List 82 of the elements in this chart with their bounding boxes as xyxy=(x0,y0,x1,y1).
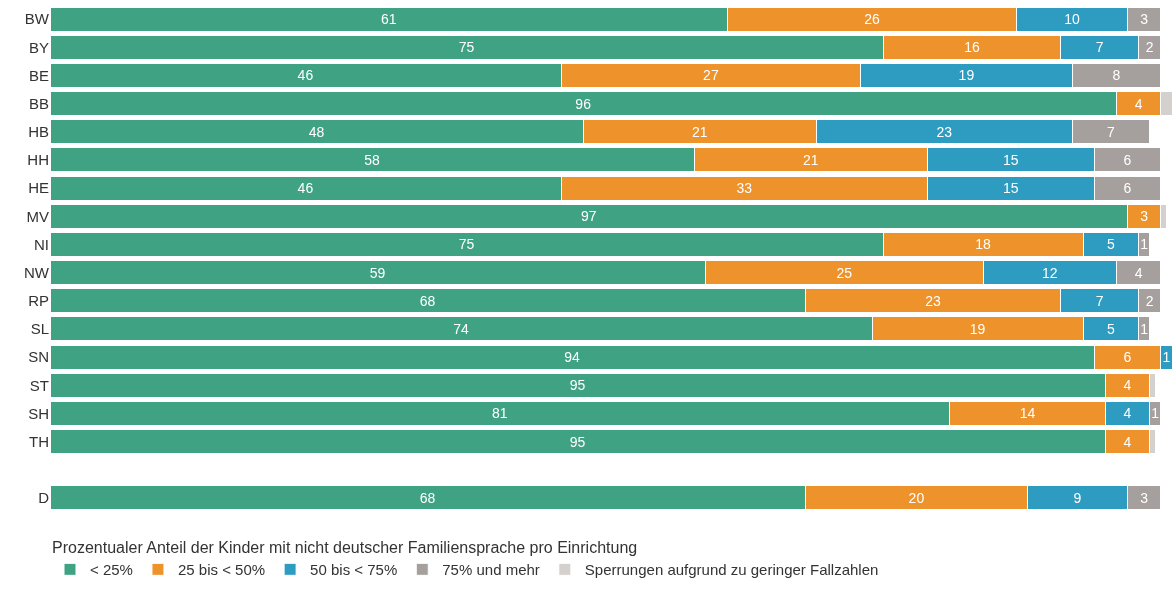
data-label: 6 xyxy=(1123,180,1132,197)
data-label: 8 xyxy=(1112,67,1121,84)
data-label: 4 xyxy=(1134,95,1143,112)
y-tick-label: BE xyxy=(28,66,49,84)
data-label: 15 xyxy=(1003,151,1019,168)
data-label: 6 xyxy=(1123,349,1132,366)
data-label: 4 xyxy=(1123,405,1132,422)
data-label: 9 xyxy=(1073,489,1082,506)
data-label: 21 xyxy=(803,151,819,168)
y-tick-label: BW xyxy=(24,10,50,28)
y-tick-label: HB xyxy=(28,123,49,140)
data-label: 2 xyxy=(1145,39,1154,56)
data-label: 96 xyxy=(575,95,592,112)
data-label: 81 xyxy=(492,405,508,422)
data-label: 1 xyxy=(1151,405,1160,422)
y-tick-label: NI xyxy=(34,235,49,253)
data-label: 46 xyxy=(297,180,314,197)
data-label: 74 xyxy=(453,320,469,337)
data-label: 75 xyxy=(458,39,475,56)
data-label: 3 xyxy=(1140,11,1149,28)
data-label: 3 xyxy=(1140,208,1149,225)
data-label: 5 xyxy=(1106,320,1115,337)
data-label: 7 xyxy=(1095,39,1104,56)
data-label: 59 xyxy=(369,264,386,281)
data-label: 14 xyxy=(1019,405,1036,422)
data-label: 4 xyxy=(1123,433,1132,450)
data-label: 16 xyxy=(964,39,980,56)
legend-title: Prozentualer Anteil der Kinder mit nicht deutscher Familiensprache pro Einrichtung xyxy=(52,539,638,557)
data-label: 23 xyxy=(925,292,942,309)
y-tick-label: BB xyxy=(28,94,49,112)
data-label: 68 xyxy=(419,489,436,506)
data-label: 1 xyxy=(1162,349,1171,366)
data-label: 1 xyxy=(1140,320,1149,337)
y-tick-label: HH xyxy=(27,151,49,169)
y-tick-label: RP xyxy=(28,292,49,309)
data-label: 61 xyxy=(380,11,397,28)
y-tick-label: SH xyxy=(28,404,49,422)
legend-label: 75% und mehr xyxy=(442,561,540,579)
data-label: 2 xyxy=(1145,292,1154,309)
y-tick-label: MV xyxy=(26,207,49,225)
data-label: 27 xyxy=(703,67,719,84)
legend-label: 25 bis < 50% xyxy=(177,561,266,579)
data-label: 95 xyxy=(569,377,586,394)
data-label: 23 xyxy=(936,123,953,140)
data-label: 19 xyxy=(969,320,986,337)
data-label: 21 xyxy=(691,123,708,140)
data-label: 75 xyxy=(458,236,475,253)
data-label: 4 xyxy=(1123,377,1132,394)
y-tick-label: SN xyxy=(28,348,49,366)
data-label: 1 xyxy=(1140,236,1149,253)
data-label: 15 xyxy=(1003,180,1019,197)
legend-label: < 25% xyxy=(90,561,133,579)
data-label: 18 xyxy=(975,236,992,253)
data-label: 4 xyxy=(1134,264,1143,281)
data-label: 7 xyxy=(1106,123,1115,140)
data-label: 5 xyxy=(1106,236,1115,253)
data-label: 19 xyxy=(958,67,975,84)
data-label: 97 xyxy=(580,208,597,225)
data-label: 20 xyxy=(908,489,925,506)
y-tick-label: ST xyxy=(29,376,49,394)
data-label: 33 xyxy=(736,180,753,197)
data-label: 12 xyxy=(1041,264,1058,281)
data-label: 94 xyxy=(564,349,581,366)
data-label: 6 xyxy=(1123,151,1132,168)
data-label: 7 xyxy=(1095,292,1104,309)
legend-label: 50 bis < 75% xyxy=(310,561,398,579)
y-tick-label: BY xyxy=(28,38,49,56)
data-label: 10 xyxy=(1064,11,1080,28)
data-label: 3 xyxy=(1140,489,1149,506)
data-label: 48 xyxy=(308,123,325,140)
y-tick-label: HE xyxy=(28,179,49,197)
y-tick-label: NW xyxy=(24,263,50,281)
data-label: 95 xyxy=(569,433,586,450)
legend-label: Sperrungen aufgrund zu geringer Fallzahlen xyxy=(584,561,879,579)
data-label: 25 xyxy=(836,264,853,281)
data-label: 58 xyxy=(364,151,381,168)
data-label: 68 xyxy=(419,292,436,309)
y-tick-label: SL xyxy=(30,320,49,338)
data-label: 46 xyxy=(297,67,314,84)
y-tick-label: TH xyxy=(29,432,49,450)
data-label: 26 xyxy=(864,11,880,28)
y-tick-label: D xyxy=(38,489,50,507)
